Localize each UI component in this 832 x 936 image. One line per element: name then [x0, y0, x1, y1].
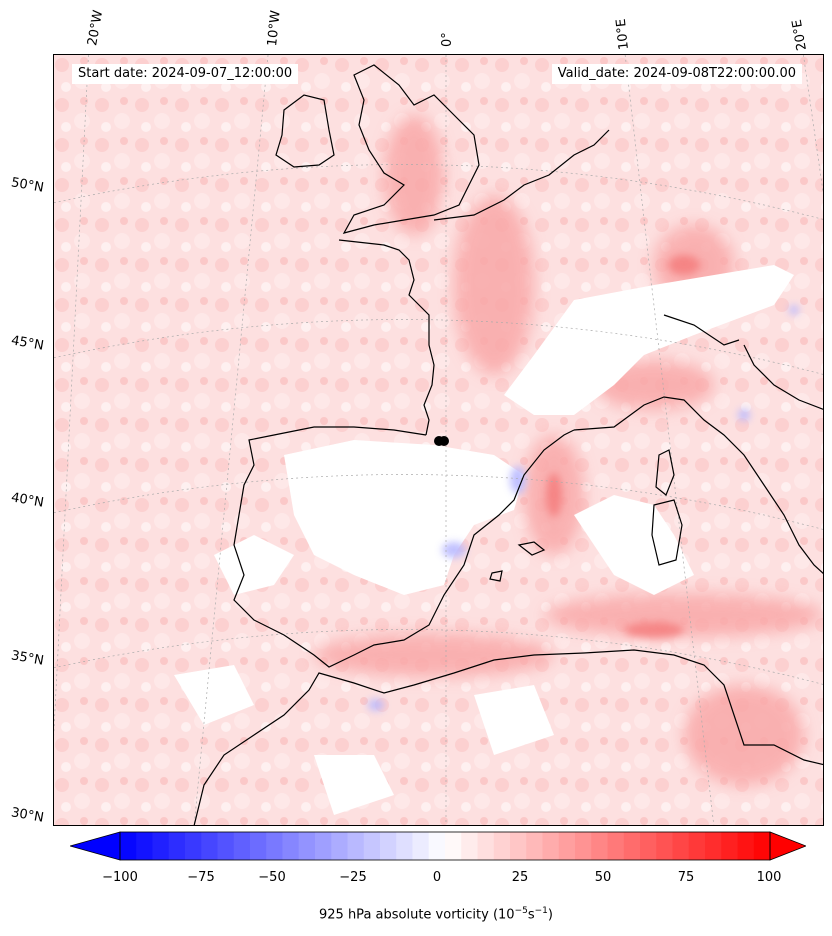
colorbar-cell [233, 832, 251, 860]
colorbar-cell [542, 832, 560, 860]
colorbar-cell [217, 832, 235, 860]
start-date-label: Start date: 2024-09-07_12:00:00 [72, 64, 299, 84]
vorticity-map [54, 55, 823, 825]
colorbar-cell [380, 832, 397, 860]
lat-label-40n: 40°N [9, 490, 45, 511]
colorbar-tick-label: −100 [102, 870, 138, 885]
colorbar-cell [526, 832, 543, 860]
valid-date-label: Valid_date: 2024-09-08T22:00:00.00 [551, 64, 802, 84]
coastline-iberia [233, 426, 575, 668]
colorbar-tick-label: −50 [258, 870, 286, 885]
colorbar-tick-label: 100 [756, 870, 782, 885]
colorbar-cell [558, 832, 576, 860]
lat-label-30n: 30°N [9, 805, 45, 826]
colorbar-cell [753, 832, 771, 860]
colorbar-cell [461, 832, 478, 860]
colorbar-cell [396, 832, 413, 860]
colorbar-cell [152, 832, 170, 860]
colorbar-extend-high [769, 831, 806, 861]
colorbar-cell [656, 832, 673, 860]
coastlines [193, 64, 823, 825]
colorbar-cell [591, 832, 608, 860]
lat-label-35n: 35°N [9, 648, 45, 669]
colorbar-tick-label: −25 [339, 870, 367, 885]
colorbar-cell [168, 832, 186, 860]
gridlines [54, 55, 823, 825]
colorbar-cell [331, 832, 348, 860]
colorbar-cell [250, 832, 267, 860]
colorbar-cell [428, 832, 446, 860]
colorbar-cell [445, 832, 462, 860]
coastline-sardinia [651, 499, 683, 566]
colorbar-cell [623, 832, 641, 860]
colorbar-cell [412, 832, 430, 860]
colorbar-cell [477, 832, 495, 860]
colorbar [70, 831, 806, 861]
colorbar-cell [737, 832, 755, 860]
colorbar-extend-low [70, 831, 121, 861]
colorbar-tick-label: 0 [432, 870, 442, 885]
coastline-italy [573, 396, 823, 574]
colorbar-cell [282, 832, 300, 860]
colorbar-cell [672, 832, 690, 860]
colorbar-cell [575, 832, 592, 860]
colorbar-cell [607, 832, 625, 860]
lon-label-0: 0° [440, 32, 455, 47]
negative-vorticity-patches [368, 305, 799, 711]
colorbar-tick-label: 75 [677, 870, 695, 885]
colorbar-cell [315, 832, 332, 860]
coastline-france [338, 239, 435, 436]
colorbar-cells [120, 832, 771, 860]
coastline-ireland [275, 94, 335, 168]
track-marker [434, 436, 449, 446]
colorbar-cell [120, 832, 137, 860]
colorbar-cell [721, 832, 738, 860]
colorbar-cell [640, 832, 657, 860]
colorbar-cell [201, 832, 218, 860]
colorbar-cell [347, 832, 365, 860]
colorbar-cell [298, 832, 316, 860]
colorbar-cell [705, 832, 722, 860]
colorbar-cell [136, 832, 153, 860]
coastline-great-britain [342, 64, 480, 234]
lon-label-10e: 10°E [613, 17, 632, 51]
lat-label-45n: 45°N [9, 333, 45, 354]
coastline-corsica [655, 449, 675, 496]
coastline-balearics [489, 541, 546, 582]
colorbar-tick-label: −75 [187, 870, 215, 885]
positive-vorticity-streaks [314, 115, 823, 785]
coastline-north-africa [193, 649, 823, 825]
strong-vorticity-cores [546, 255, 700, 638]
colorbar-cell [185, 832, 202, 860]
lon-label-10w: 10°W [265, 9, 284, 48]
coastline-adriatic [743, 344, 823, 410]
colorbar-cell [493, 832, 511, 860]
colorbar-cell [363, 832, 381, 860]
colorbar-cell [510, 832, 527, 860]
lat-label-50n: 50°N [9, 175, 45, 196]
near-zero-regions [174, 265, 794, 815]
colorbar-cell [266, 832, 283, 860]
lon-label-20w: 20°W [85, 9, 107, 48]
colorbar-tick-label: 50 [594, 870, 612, 885]
colorbar-tick-label: 25 [511, 870, 529, 885]
map-panel[interactable] [53, 54, 824, 826]
colorbar-label: 925 hPa absolute vorticity (10−5s−1) [319, 906, 553, 923]
lon-label-20e: 20°E [789, 18, 810, 52]
coastline-north-sea [433, 129, 610, 221]
colorbar-outline [119, 831, 771, 861]
colorbar-cell [688, 832, 706, 860]
